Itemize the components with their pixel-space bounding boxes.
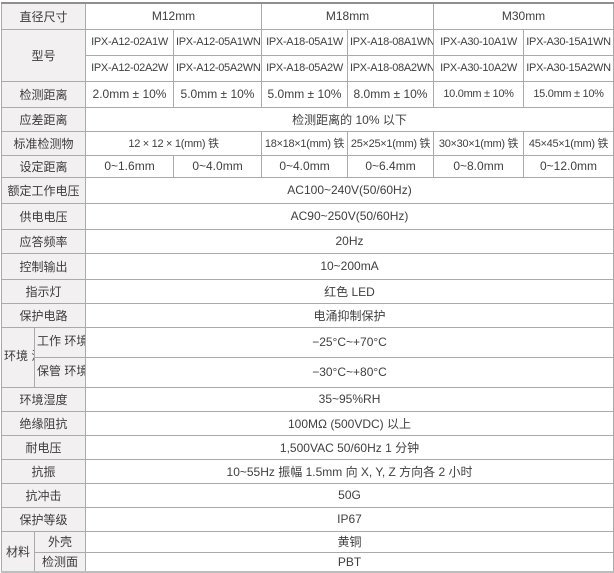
row-hysteresis: 应差距离 检测距离的 10% 以下 (0, 106, 614, 132)
value-detect-distance: 8.0mm ± 10% (347, 80, 435, 108)
label-insulation: 绝缘阻抗 (0, 410, 87, 436)
label-indicator: 指示灯 (0, 278, 87, 304)
value-standard-object: 30×30×1(mm) 铁 (433, 130, 525, 156)
row-material-sensing-face: 检测面 PBT (2, 551, 614, 573)
label-ip-rating: 保护等级 (0, 506, 87, 532)
value-standard-object: 45×45×1(mm) 铁 (523, 130, 614, 156)
row-response-freq: 应答频率 20Hz (0, 228, 614, 254)
label-rated-voltage: 额定工作电压 (0, 176, 87, 204)
label-hysteresis: 应差距离 (0, 106, 87, 132)
value-standard-object: 25×25×1(mm) 铁 (347, 130, 435, 156)
value-diameter-m30: M30mm (433, 2, 614, 30)
row-ip-rating: 保护等级 IP67 (0, 506, 614, 532)
row-rated-voltage: 额定工作电压 AC100~240V(50/60Hz) (0, 176, 614, 204)
row-insulation: 绝缘阻抗 100MΩ (500VDC) 以上 (0, 410, 614, 436)
value-indicator: 红色 LED (85, 278, 614, 304)
value-detect-distance: 10.0mm ± 10% (433, 80, 525, 108)
label-detect-distance: 检测距离 (0, 80, 87, 108)
value-diameter-m18: M18mm (261, 2, 435, 30)
row-detect-distance: 检测距离 2.0mm ± 10% 5.0mm ± 10% 5.0mm ± 10%… (0, 80, 614, 108)
value-standard-object: 18×18×1(mm) 铁 (261, 130, 349, 156)
label-housing: 外壳 (33, 530, 87, 553)
value-model: IPX-A18-08A1WN (347, 28, 435, 56)
value-model: IPX-A30-10A1W (433, 28, 525, 56)
label-shock: 抗冲击 (0, 482, 87, 508)
value-rated-voltage: AC100~240V(50/60Hz) (85, 176, 614, 204)
value-model: IPX-A12-02A2W (85, 54, 175, 82)
value-insulation: 100MΩ (500VDC) 以上 (85, 410, 614, 436)
value-hysteresis: 检测距离的 10% 以下 (85, 106, 614, 132)
row-indicator: 指示灯 红色 LED (0, 278, 614, 304)
row-vibration: 抗振 10~55Hz 振幅 1.5mm 向 X, Y, Z 方向各 2 小时 (0, 458, 614, 484)
value-humidity: 35~95%RH (85, 386, 614, 412)
label-setting-distance: 设定距离 (0, 154, 87, 178)
value-supply-voltage: AC90~250V(50/60Hz) (85, 202, 614, 230)
value-detect-distance: 2.0mm ± 10% (85, 80, 175, 108)
row-protection-circuit: 保护电路 电涌抑制保护 (0, 302, 614, 328)
value-model: IPX-A30-10A2W (433, 54, 525, 82)
label-response-freq: 应答频率 (0, 228, 87, 254)
value-work-env-temp: −25°C~+70°C (85, 326, 614, 358)
value-sensing-face-material: PBT (85, 551, 614, 573)
label-material: 材料 (1, 530, 35, 573)
value-model: IPX-A12-02A1W (85, 28, 175, 56)
row-model-2: IPX-A12-02A2W IPX-A12-05A2WN IPX-A18-05A… (2, 54, 614, 82)
value-setting-distance: 0~6.4mm (347, 154, 435, 178)
row-withstand-voltage: 耐电压 1,500VAC 50/60Hz 1 分钟 (0, 434, 614, 460)
value-housing-material: 黄铜 (85, 530, 614, 553)
value-model: IPX-A30-15A2WN (523, 54, 614, 82)
row-diameter: 直径尺寸 M12mm M18mm M30mm (0, 2, 614, 30)
value-vibration: 10~55Hz 振幅 1.5mm 向 X, Y, Z 方向各 2 小时 (85, 458, 614, 484)
label-supply-voltage: 供电电压 (0, 202, 87, 230)
row-setting-distance: 设定距离 0~1.6mm 0~4.0mm 0~4.0mm 0~6.4mm 0~8… (0, 154, 614, 178)
row-shock: 抗冲击 50G (0, 482, 614, 508)
value-setting-distance: 0~12.0mm (523, 154, 614, 178)
row-supply-voltage: 供电电压 AC90~250V(50/60Hz) (0, 202, 614, 230)
row-humidity: 环境湿度 35~95%RH (0, 386, 614, 412)
value-diameter-m12: M12mm (85, 2, 263, 30)
value-shock: 50G (85, 482, 614, 508)
label-diameter: 直径尺寸 (0, 2, 87, 30)
value-setting-distance: 0~1.6mm (85, 154, 175, 178)
value-setting-distance: 0~8.0mm (433, 154, 525, 178)
row-model-1: 型号 IPX-A12-02A1W IPX-A12-05A1WN IPX-A18-… (0, 28, 614, 82)
value-response-freq: 20Hz (85, 228, 614, 254)
row-ambient-temp-work: 环境 温度 工作 环境 −25°C~+70°C (1, 326, 614, 388)
row-standard-object: 标准检测物 12 × 12 × 1(mm) 铁 18×18×1(mm) 铁 25… (0, 130, 614, 156)
value-control-output: 10~200mA (85, 252, 614, 280)
value-setting-distance: 0~4.0mm (261, 154, 349, 178)
value-withstand-voltage: 1,500VAC 50/60Hz 1 分钟 (85, 434, 614, 460)
value-model: IPX-A12-05A1WN (173, 28, 263, 56)
value-detect-distance: 15.0mm ± 10% (523, 80, 614, 108)
label-standard-object: 标准检测物 (0, 130, 87, 156)
value-standard-object: 12 × 12 × 1(mm) 铁 (85, 130, 263, 156)
value-ip-rating: IP67 (85, 506, 614, 532)
value-model: IPX-A12-05A2WN (173, 54, 263, 82)
label-work-env: 工作 环境 (33, 326, 87, 358)
row-ambient-temp-storage: 保管 环境 −30°C~+80°C (2, 356, 614, 388)
value-detect-distance: 5.0mm ± 10% (173, 80, 263, 108)
label-withstand-voltage: 耐电压 (0, 434, 87, 460)
row-material-housing: 材料 外壳 黄铜 (1, 530, 614, 573)
label-ambient-temp: 环境 温度 (1, 326, 35, 388)
value-storage-env-temp: −30°C~+80°C (85, 356, 614, 388)
label-protection-circuit: 保护电路 (0, 302, 87, 328)
value-detect-distance: 5.0mm ± 10% (261, 80, 349, 108)
label-sensing-face: 检测面 (33, 551, 87, 573)
value-protection-circuit: 电涌抑制保护 (85, 302, 614, 328)
label-vibration: 抗振 (0, 458, 87, 484)
value-model: IPX-A30-15A1WN (523, 28, 614, 56)
value-model: IPX-A18-05A1W (261, 28, 349, 56)
label-humidity: 环境湿度 (0, 386, 87, 412)
value-model: IPX-A18-05A2W (261, 54, 349, 82)
value-setting-distance: 0~4.0mm (173, 154, 263, 178)
label-storage-env: 保管 环境 (33, 356, 87, 388)
value-model: IPX-A18-08A2WN (347, 54, 435, 82)
label-control-output: 控制输出 (0, 252, 87, 280)
row-control-output: 控制输出 10~200mA (0, 252, 614, 280)
label-model: 型号 (0, 28, 87, 82)
